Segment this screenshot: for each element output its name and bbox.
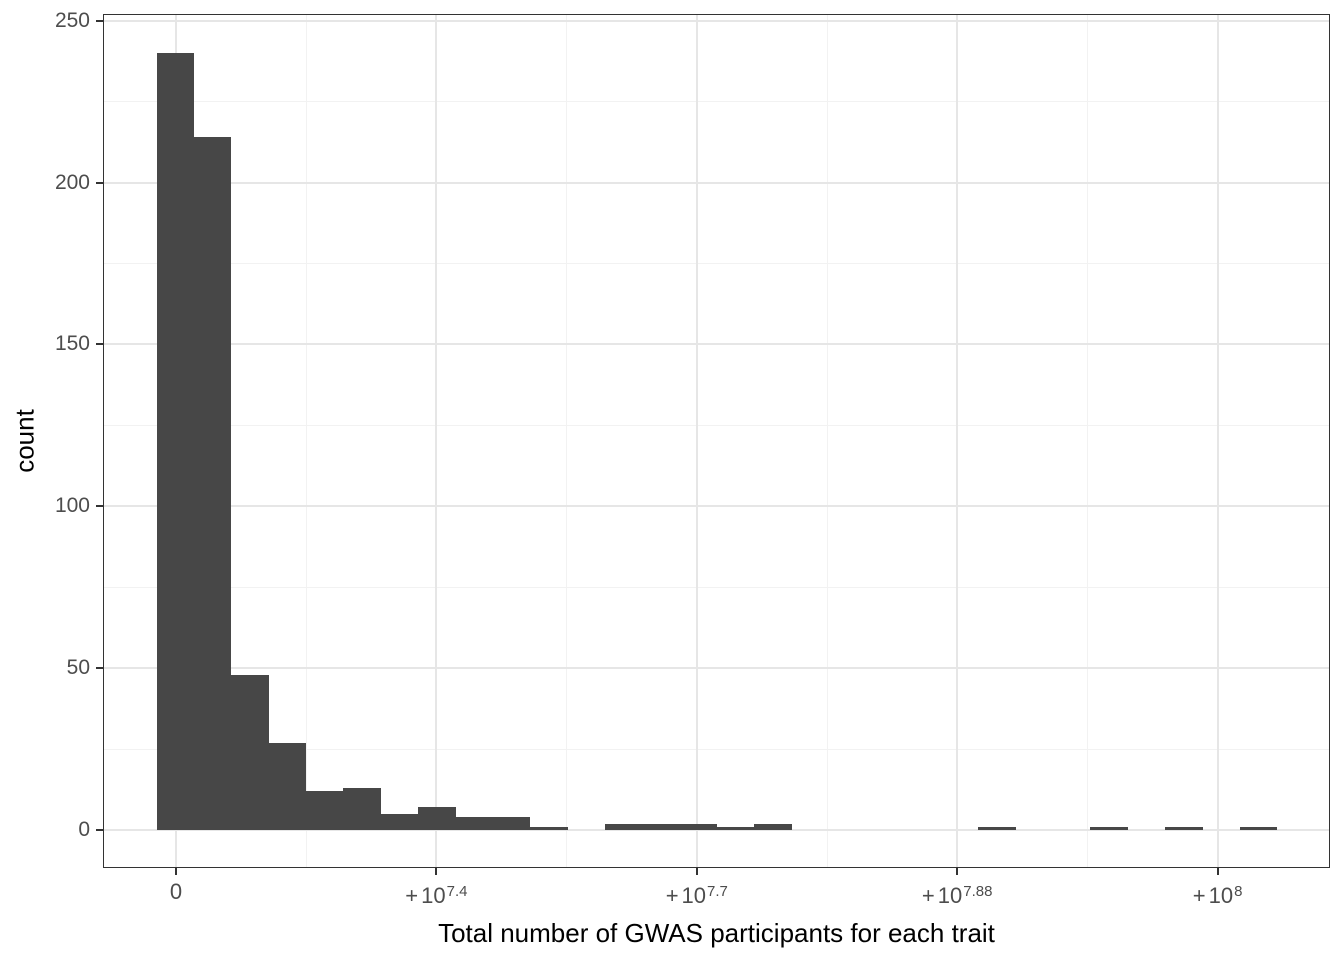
- x-tick-label-prefix: +: [921, 883, 935, 908]
- gridline-minor-h: [103, 586, 1330, 588]
- gridline-minor-h: [103, 748, 1330, 750]
- x-tick-label-exponent: 7.4: [446, 883, 468, 900]
- gridline-minor-h: [103, 101, 1330, 103]
- gridline-major-v: [956, 14, 959, 868]
- x-tick-label-exponent: 7.7: [707, 883, 728, 900]
- y-tick-mark: [96, 181, 103, 184]
- gridline-major-v: [695, 14, 698, 868]
- histogram-bar: [231, 674, 269, 830]
- y-tick-mark: [96, 829, 103, 831]
- gridline-major-h: [103, 19, 1330, 22]
- histogram-bar: [642, 823, 680, 830]
- histogram-bar: [605, 823, 642, 830]
- x-tick-label: 0: [170, 879, 182, 905]
- histogram-bar: [1165, 826, 1203, 830]
- gridline-major-h: [103, 181, 1330, 184]
- y-tick-label: 100: [54, 494, 90, 518]
- x-tick-label-exponent: 7.88: [963, 883, 993, 900]
- x-tick-label: +107.4: [405, 879, 467, 909]
- x-tick-mark: [435, 868, 438, 875]
- x-axis-title: Total number of GWAS participants for ea…: [438, 918, 995, 948]
- x-tick-label-base: 0: [169, 879, 183, 904]
- x-tick-label: +107.7: [666, 879, 728, 909]
- x-tick-label-prefix: +: [405, 883, 419, 908]
- gridline-minor-v: [1086, 14, 1088, 868]
- gridline-major-h: [103, 829, 1330, 831]
- x-tick-label-base: 10: [681, 883, 707, 908]
- gridline-minor-v: [566, 14, 568, 868]
- histogram-bar: [269, 742, 306, 830]
- x-tick-label-exponent: 8: [1234, 883, 1243, 900]
- gridline-major-h: [103, 505, 1330, 508]
- y-tick-mark: [96, 19, 103, 22]
- histogram-bar: [493, 817, 530, 830]
- y-tick-label: 150: [54, 332, 90, 356]
- gridline-major-h: [103, 343, 1330, 346]
- histogram-bar: [157, 53, 194, 830]
- y-tick-label: 0: [78, 818, 90, 841]
- histogram-bar: [1240, 826, 1277, 830]
- plot-panel: [103, 14, 1330, 868]
- histogram-bar: [717, 826, 754, 830]
- histogram-bar: [381, 813, 418, 830]
- histogram-bar: [754, 823, 792, 830]
- histogram-bar: [343, 787, 381, 830]
- histogram-bar: [680, 823, 717, 830]
- x-tick-label-prefix: +: [665, 883, 679, 908]
- y-tick-label: 250: [54, 8, 90, 32]
- gridline-minor-h: [103, 424, 1330, 426]
- y-tick-mark: [96, 505, 103, 508]
- histogram-bar: [530, 826, 568, 830]
- x-tick-mark: [956, 868, 959, 875]
- gridline-minor-h: [103, 263, 1330, 265]
- histogram-bar: [306, 791, 343, 830]
- histogram-bar: [456, 817, 493, 830]
- gridline-major-h: [103, 667, 1330, 670]
- gridline-major-v: [1216, 14, 1219, 868]
- x-tick-label-prefix: +: [1192, 883, 1206, 908]
- histogram-bar: [194, 137, 231, 830]
- x-tick-label: +107.88: [922, 879, 993, 909]
- y-axis-title: count: [9, 409, 40, 473]
- x-tick-mark: [695, 868, 698, 875]
- x-tick-label: +108: [1193, 879, 1243, 909]
- histogram-bar: [1090, 826, 1128, 830]
- y-tick-label: 200: [54, 170, 90, 194]
- y-tick-mark: [96, 667, 103, 670]
- y-tick-label: 50: [66, 656, 90, 680]
- x-tick-label-base: 10: [1208, 883, 1234, 908]
- gridline-minor-v: [826, 14, 828, 868]
- histogram-bar: [418, 807, 456, 830]
- gridline-major-v: [435, 14, 438, 868]
- y-tick-mark: [96, 343, 103, 346]
- histogram-bar: [978, 826, 1016, 830]
- x-tick-mark: [175, 868, 177, 875]
- x-tick-label-base: 10: [937, 883, 963, 908]
- gridline-minor-v: [305, 14, 307, 868]
- x-tick-mark: [1216, 868, 1219, 875]
- x-tick-label-base: 10: [421, 883, 446, 908]
